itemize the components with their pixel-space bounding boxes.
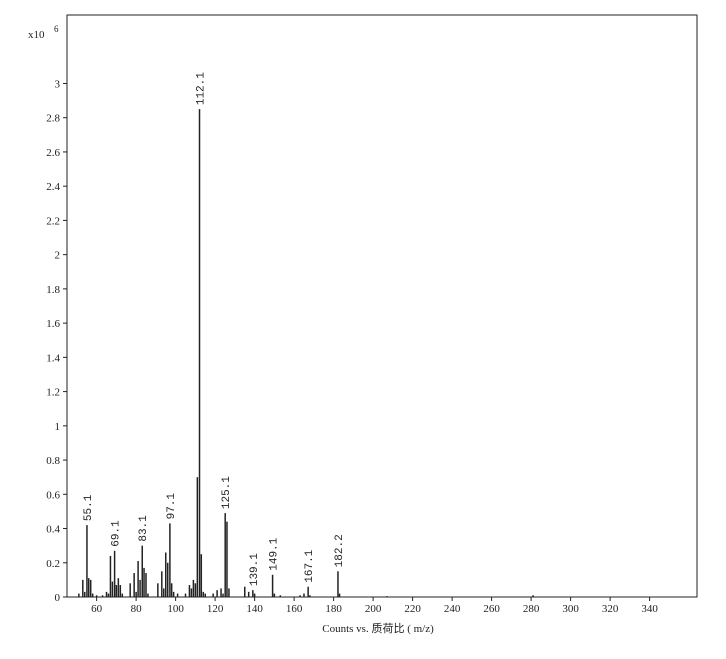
x-tick-label: 200	[365, 603, 382, 615]
y-tick-label: 0.6	[46, 489, 60, 501]
y-tick-label: 2.6	[46, 147, 60, 159]
x-tick-label: 220	[404, 603, 421, 615]
peak-label: 55.1	[83, 494, 95, 521]
y-tick-label: 1.4	[46, 352, 60, 364]
y-multiplier-exponent: 6	[54, 24, 59, 34]
x-tick-label: 340	[641, 603, 658, 615]
peak-label: 83.1	[138, 515, 150, 542]
peak-label: 167.1	[304, 549, 316, 582]
x-tick-label: 120	[207, 603, 224, 615]
x-axis-label: Counts vs. 质荷比 ( m/z)	[322, 622, 434, 635]
y-tick-label: 2.2	[46, 215, 60, 227]
peak-label: 149.1	[269, 537, 281, 570]
y-tick-label: 2.8	[46, 113, 60, 125]
x-tick-label: 180	[325, 603, 342, 615]
peak-label: 139.1	[249, 553, 261, 586]
y-tick-label: 0	[55, 592, 61, 604]
x-tick-label: 260	[483, 603, 500, 615]
peak-label: 112.1	[196, 72, 208, 105]
y-multiplier: x10	[28, 29, 45, 41]
plot-frame	[66, 14, 698, 598]
x-tick-label: 60	[91, 603, 103, 615]
y-tick-label: 0.4	[46, 524, 60, 536]
peak-label: 69.1	[111, 520, 123, 547]
y-tick-label: 2	[55, 250, 61, 262]
y-tick-label: 1.6	[46, 318, 60, 330]
x-tick-label: 160	[286, 603, 303, 615]
y-tick-label: 1.2	[46, 387, 60, 399]
y-tick-label: 0.8	[46, 455, 60, 467]
x-tick-label: 80	[131, 603, 143, 615]
y-tick-label: 2.4	[46, 181, 60, 193]
x-tick-label: 140	[246, 603, 263, 615]
y-tick-label: 0.2	[46, 558, 60, 570]
y-tick-label: 1.8	[46, 284, 60, 296]
x-tick-label: 300	[562, 603, 579, 615]
y-tick-label: 1	[55, 421, 61, 433]
peak-label: 182.2	[334, 534, 346, 567]
peak-label: 125.1	[221, 476, 233, 509]
x-tick-label: 100	[167, 603, 184, 615]
x-tick-label: 320	[602, 603, 619, 615]
y-tick-label: 3	[55, 78, 61, 90]
x-tick-label: 240	[444, 603, 461, 615]
x-tick-label: 280	[523, 603, 540, 615]
peak-label: 97.1	[166, 493, 178, 520]
